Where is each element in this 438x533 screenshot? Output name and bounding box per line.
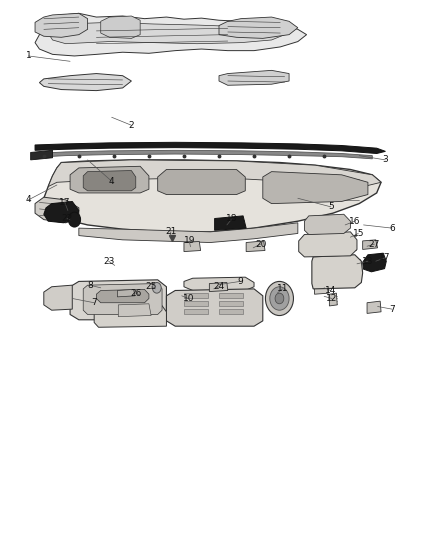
Polygon shape	[35, 197, 79, 223]
Polygon shape	[70, 166, 149, 193]
Polygon shape	[83, 171, 136, 191]
Polygon shape	[314, 282, 328, 294]
Text: 2: 2	[129, 121, 134, 130]
Text: 4: 4	[26, 196, 31, 204]
Text: 16: 16	[349, 217, 360, 225]
Polygon shape	[79, 223, 298, 243]
Text: 17: 17	[59, 198, 71, 207]
Circle shape	[265, 281, 293, 316]
Polygon shape	[70, 280, 166, 320]
Text: 26: 26	[130, 289, 141, 297]
Polygon shape	[158, 169, 245, 195]
Circle shape	[152, 282, 161, 293]
Polygon shape	[219, 301, 243, 306]
Text: 6: 6	[389, 224, 395, 232]
Text: 20: 20	[255, 240, 266, 248]
Polygon shape	[263, 172, 368, 204]
Text: 15: 15	[353, 229, 364, 238]
Text: 1: 1	[25, 52, 32, 60]
Polygon shape	[219, 293, 243, 298]
Polygon shape	[184, 301, 208, 306]
Text: 3: 3	[382, 156, 389, 164]
Text: 25: 25	[145, 282, 157, 291]
Polygon shape	[94, 303, 166, 327]
Polygon shape	[363, 253, 386, 272]
Text: 7: 7	[389, 305, 395, 313]
Text: 21: 21	[165, 228, 177, 236]
Polygon shape	[246, 241, 265, 252]
Polygon shape	[312, 255, 363, 289]
Polygon shape	[184, 309, 208, 314]
Text: 24: 24	[213, 282, 225, 291]
Polygon shape	[35, 150, 372, 159]
Text: 8: 8	[87, 281, 93, 289]
Text: 18: 18	[226, 214, 238, 223]
Polygon shape	[35, 13, 307, 56]
Polygon shape	[39, 74, 131, 91]
Polygon shape	[329, 293, 337, 306]
Polygon shape	[209, 282, 228, 292]
Text: 17: 17	[379, 254, 390, 262]
Circle shape	[68, 212, 81, 227]
Polygon shape	[166, 289, 263, 326]
Polygon shape	[35, 142, 385, 154]
Text: 7: 7	[91, 298, 97, 307]
Polygon shape	[31, 150, 53, 160]
Text: 13: 13	[362, 257, 374, 265]
Polygon shape	[44, 160, 381, 232]
Polygon shape	[219, 17, 298, 38]
Polygon shape	[117, 289, 135, 297]
Polygon shape	[219, 309, 243, 314]
Circle shape	[270, 287, 289, 310]
Text: 23: 23	[103, 257, 114, 265]
Polygon shape	[101, 16, 140, 38]
Polygon shape	[304, 214, 350, 235]
Polygon shape	[44, 285, 72, 310]
Text: 4: 4	[109, 177, 114, 185]
Polygon shape	[118, 304, 151, 317]
Text: 14: 14	[325, 286, 336, 295]
Text: 12: 12	[326, 294, 338, 303]
Polygon shape	[184, 277, 254, 290]
Polygon shape	[363, 240, 378, 249]
Text: 5: 5	[328, 203, 334, 211]
Polygon shape	[48, 160, 381, 188]
Polygon shape	[184, 293, 208, 298]
Circle shape	[275, 293, 284, 304]
Text: 27: 27	[369, 240, 380, 248]
Text: 11: 11	[277, 285, 288, 293]
Polygon shape	[48, 22, 285, 44]
Polygon shape	[299, 232, 357, 257]
Polygon shape	[96, 289, 149, 303]
Text: 22: 22	[61, 214, 73, 223]
Polygon shape	[184, 241, 201, 252]
Polygon shape	[219, 70, 289, 85]
Text: 10: 10	[183, 294, 194, 303]
Polygon shape	[367, 301, 381, 313]
Polygon shape	[215, 216, 246, 230]
Polygon shape	[35, 13, 88, 37]
Text: 9: 9	[237, 277, 243, 286]
Text: 19: 19	[184, 237, 195, 245]
Polygon shape	[44, 201, 79, 223]
Polygon shape	[83, 284, 162, 314]
